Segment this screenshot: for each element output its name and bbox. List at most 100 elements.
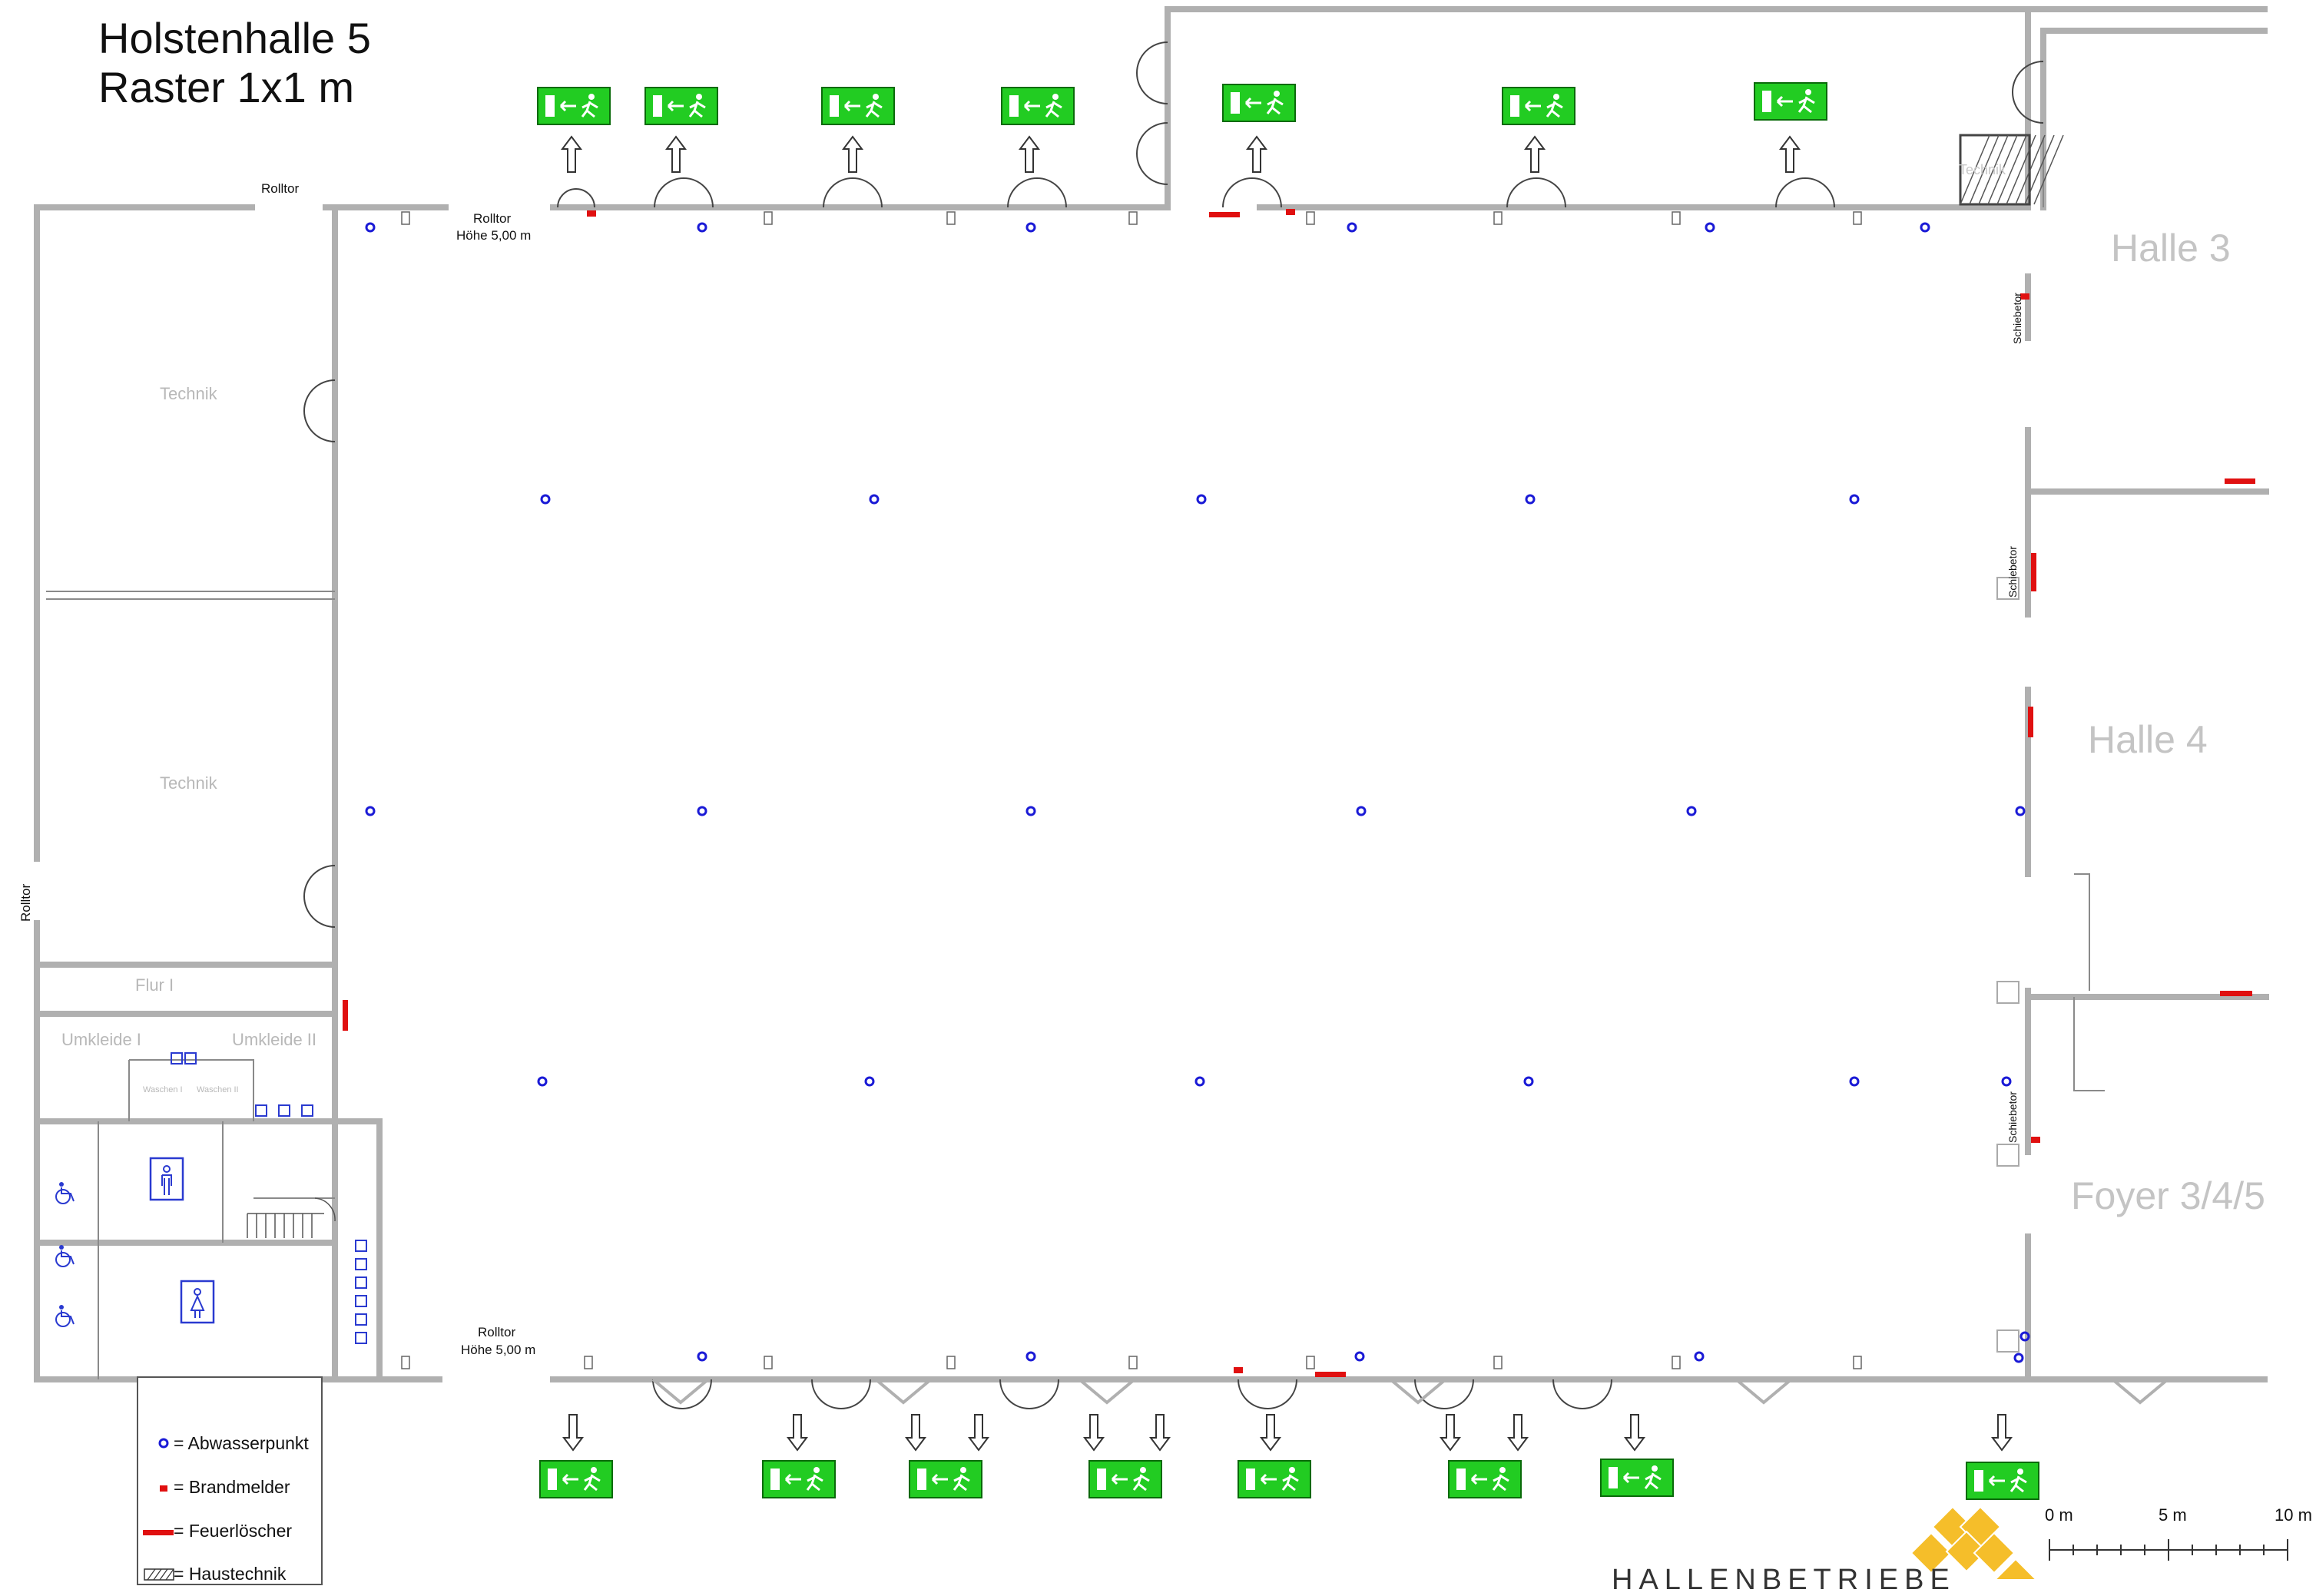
folding-door: [874, 1378, 933, 1405]
abwasserpunkt: [1025, 806, 1036, 816]
legend-abwasser-label: = Abwasserpunkt: [174, 1433, 309, 1453]
door-double: [1506, 177, 1566, 208]
hall-3-label: Halle 3: [2111, 227, 2231, 270]
folding-door: [1078, 1378, 1136, 1405]
exit-arrow-icon: [1246, 135, 1267, 173]
exit-arrow-icon: [1507, 1414, 1529, 1452]
abwasserpunkt: [365, 222, 376, 233]
schiebetor-1-label: Schiebetor: [2011, 293, 2023, 344]
door-double: [1222, 177, 1282, 208]
brandmelder-marker: [2031, 1137, 2040, 1143]
legend-abwasser-symbol: [158, 1438, 169, 1449]
exit-arrow-icon: [1260, 1414, 1281, 1452]
emergency-exit-sign-icon: [821, 87, 895, 125]
exit-arrow-icon: [842, 135, 863, 173]
brand-wordmark: HALLENBETRIEBE: [1612, 1564, 1956, 1596]
sink-icon: [355, 1240, 367, 1252]
scale-label-10: 10 m: [2275, 1505, 2312, 1525]
abwasserpunkt: [1356, 806, 1367, 816]
exit-arrow-icon: [665, 135, 687, 173]
door-side: [2011, 61, 2044, 124]
door-side: [1135, 122, 1168, 185]
feuerloescher-marker: [2225, 478, 2255, 484]
abwasserpunkt: [697, 222, 707, 233]
sink-icon: [255, 1104, 267, 1117]
abwasserpunkt: [537, 1076, 548, 1087]
emergency-exit-sign-icon: [1238, 1460, 1311, 1498]
abwasserpunkt: [869, 494, 880, 505]
door-side: [303, 379, 336, 442]
legend-brandmelder-label: = Brandmelder: [174, 1477, 290, 1497]
emergency-exit-sign-icon: [1088, 1460, 1162, 1498]
emergency-exit-sign-icon: [1222, 84, 1296, 122]
interior-line: [2073, 997, 2105, 1091]
door-double: [999, 1379, 1059, 1409]
door-double: [1552, 1379, 1612, 1409]
folding-door: [651, 1378, 710, 1405]
folding-door: [2111, 1378, 2169, 1405]
column-marker: [1853, 211, 1862, 225]
door-double: [1007, 177, 1067, 208]
foyer-label: Foyer 3/4/5: [2071, 1174, 2265, 1217]
sink-icon: [355, 1332, 367, 1344]
floor-box: [1996, 1144, 2019, 1167]
rolltor-bottom-label: Rolltor: [478, 1325, 516, 1339]
column-marker: [946, 211, 956, 225]
abwasserpunkt: [697, 806, 707, 816]
page-title: Holstenhalle 5: [98, 14, 371, 62]
sink-icon: [355, 1295, 367, 1307]
folding-door: [1735, 1378, 1793, 1405]
column-marker: [1853, 1356, 1862, 1369]
exit-arrow-icon: [1779, 135, 1801, 173]
room-umkleide-2: Umkleide II: [232, 1030, 317, 1049]
haustechnik-area: [1959, 134, 2064, 206]
door-double: [811, 1379, 871, 1409]
exit-arrow-icon: [561, 135, 582, 173]
exit-arrow-icon: [1019, 135, 1040, 173]
hall-4-label: Halle 4: [2088, 718, 2208, 761]
emergency-exit-sign-icon: [909, 1460, 982, 1498]
emergency-exit-sign-icon: [644, 87, 718, 125]
abwasserpunkt: [2013, 1353, 2024, 1363]
rolltor-bottom-height: Höhe 5,00 m: [461, 1343, 536, 1357]
female-toilet-icon: [180, 1280, 215, 1324]
abwasserpunkt: [1347, 222, 1357, 233]
column-marker: [401, 1356, 410, 1369]
brandmelder-marker: [1234, 1367, 1243, 1373]
folding-door: [1389, 1378, 1447, 1405]
legend-box: = Abwasserpunkt = Brandmelder = Feuerlös…: [137, 1376, 323, 1585]
emergency-exit-sign-icon: [1966, 1462, 2039, 1500]
legend-symbols: [143, 1438, 174, 1581]
room-technik-2: Technik: [160, 773, 217, 793]
column-marker: [1306, 211, 1315, 225]
abwasserpunkt: [1194, 1076, 1205, 1087]
abwasserpunkt: [1025, 1351, 1036, 1362]
emergency-exit-sign-icon: [1448, 1460, 1522, 1498]
door-double: [1775, 177, 1835, 208]
abwasserpunkt: [2019, 1331, 2030, 1342]
interior-line: [2074, 873, 2090, 991]
abwasserpunkt: [1196, 494, 1207, 505]
feuerloescher-marker: [2028, 707, 2033, 737]
rolltor-top-left-label: Rolltor: [261, 181, 300, 196]
legend-feuerloescher-label: = Feuerlöscher: [174, 1521, 293, 1541]
brandmelder-marker: [2020, 293, 2029, 300]
column-marker: [1128, 1356, 1138, 1369]
column-marker: [1493, 211, 1503, 225]
column-marker: [1493, 1356, 1503, 1369]
brandmelder-marker: [587, 210, 596, 217]
emergency-exit-sign-icon: [1754, 82, 1827, 121]
feuerloescher-marker: [1315, 1372, 1346, 1377]
room-technik-1: Technik: [160, 384, 217, 403]
staircase: [247, 1197, 336, 1238]
feuerloescher-marker: [343, 1000, 348, 1031]
feuerloescher-marker: [2031, 553, 2036, 591]
room-waschen-2: Waschen II: [197, 1085, 239, 1094]
scale-label-0: 0 m: [2045, 1505, 2073, 1525]
emergency-exit-sign-icon: [539, 1460, 613, 1498]
emergency-exit-sign-icon: [537, 87, 611, 125]
abwasserpunkt: [365, 806, 376, 816]
abwasserpunkt: [1025, 222, 1036, 233]
